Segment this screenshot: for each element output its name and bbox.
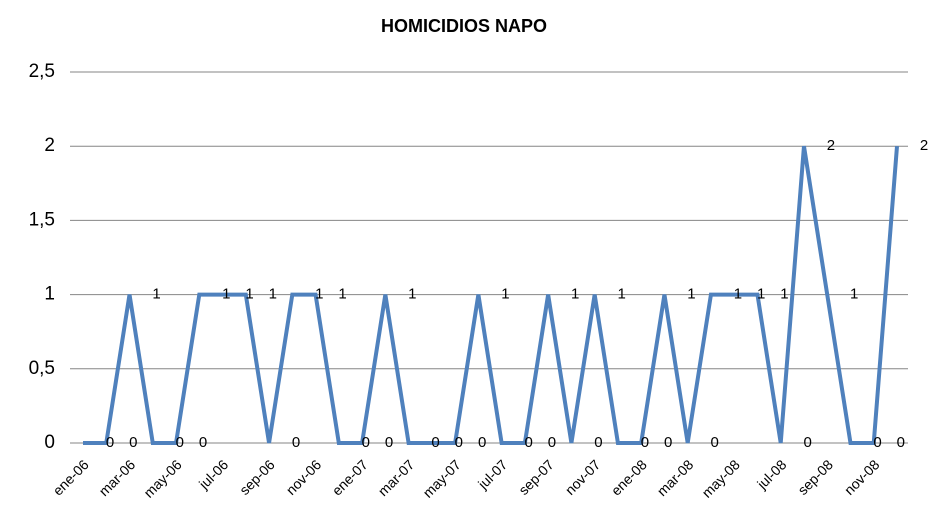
data-label: 1 <box>152 286 160 303</box>
data-label: 0 <box>431 434 439 451</box>
data-label: 0 <box>664 434 672 451</box>
data-line <box>83 145 899 445</box>
x-tick-label: sep-08 <box>794 456 836 498</box>
data-label: 1 <box>757 286 765 303</box>
x-tick-label: nov-06 <box>283 456 325 498</box>
x-tick-label: mar-07 <box>375 456 418 499</box>
data-label: 1 <box>617 286 625 303</box>
y-tick-label: 2,5 <box>29 61 55 82</box>
data-label: 0 <box>106 434 114 451</box>
x-tick-label: jul-08 <box>753 456 789 492</box>
data-label: 0 <box>641 434 649 451</box>
data-label: 0 <box>455 434 463 451</box>
data-label: 2 <box>827 137 835 154</box>
y-tick-label: 0 <box>44 432 55 453</box>
x-tick-label: mar-08 <box>654 456 697 499</box>
x-tick-label: may-08 <box>699 456 743 500</box>
data-label: 1 <box>269 286 277 303</box>
data-label: 0 <box>594 434 602 451</box>
data-label: 0 <box>897 434 905 451</box>
y-tick-label: 0,5 <box>29 358 55 379</box>
data-label: 1 <box>571 286 579 303</box>
x-tick-label: ene-08 <box>608 456 650 498</box>
data-label: 0 <box>385 434 393 451</box>
data-label: 1 <box>501 286 509 303</box>
x-tick-label: sep-07 <box>515 456 557 498</box>
x-tick-label: nov-08 <box>841 456 883 498</box>
x-tick-label: jul-06 <box>195 456 231 492</box>
chart-title: HOMICIDIOS NAPO <box>381 16 547 36</box>
x-tick-label: may-07 <box>420 456 464 500</box>
x-tick-label: jul-07 <box>474 456 510 492</box>
y-tick-label: 1 <box>44 284 55 305</box>
x-tick-label: nov-07 <box>562 456 604 498</box>
data-label: 1 <box>687 286 695 303</box>
data-label: 0 <box>362 434 370 451</box>
data-label: 0 <box>873 434 881 451</box>
data-label: 0 <box>804 434 812 451</box>
y-tick-label: 2 <box>44 135 55 156</box>
data-label: 1 <box>245 286 253 303</box>
data-label: 0 <box>711 434 719 451</box>
data-label: 2 <box>920 137 928 154</box>
data-label: 1 <box>780 286 788 303</box>
data-label: 0 <box>199 434 207 451</box>
data-label: 0 <box>548 434 556 451</box>
x-tick-label: ene-07 <box>329 456 371 498</box>
data-label: 0 <box>478 434 486 451</box>
data-label: 1 <box>408 286 416 303</box>
x-tick-label: ene-06 <box>50 456 92 498</box>
data-label: 1 <box>850 286 858 303</box>
x-tick-label: mar-06 <box>96 456 139 499</box>
data-label: 0 <box>129 434 137 451</box>
data-label: 0 <box>176 434 184 451</box>
y-tick-label: 1,5 <box>29 209 55 230</box>
x-tick-label: may-06 <box>140 456 184 500</box>
data-label: 1 <box>315 286 323 303</box>
data-label: 1 <box>338 286 346 303</box>
data-label: 1 <box>734 286 742 303</box>
data-label: 0 <box>524 434 532 451</box>
data-label: 1 <box>222 286 230 303</box>
x-tick-label: sep-06 <box>236 456 278 498</box>
data-label: 0 <box>292 434 300 451</box>
